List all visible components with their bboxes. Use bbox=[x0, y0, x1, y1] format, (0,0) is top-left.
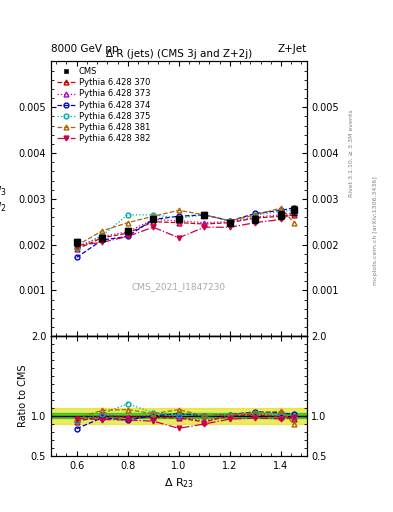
X-axis label: Δ R$_{23}$: Δ R$_{23}$ bbox=[164, 476, 194, 490]
Text: CMS_2021_I1847230: CMS_2021_I1847230 bbox=[132, 282, 226, 291]
Text: Rivet 3.1.10, ≥ 3.3M events: Rivet 3.1.10, ≥ 3.3M events bbox=[349, 110, 354, 198]
Legend: CMS, Pythia 6.428 370, Pythia 6.428 373, Pythia 6.428 374, Pythia 6.428 375, Pyt: CMS, Pythia 6.428 370, Pythia 6.428 373,… bbox=[55, 66, 152, 144]
Text: Z+Jet: Z+Jet bbox=[277, 44, 307, 54]
Y-axis label: $N_3$
$N_2$: $N_3$ $N_2$ bbox=[0, 184, 6, 214]
Title: Δ R (jets) (CMS 3j and Z+2j): Δ R (jets) (CMS 3j and Z+2j) bbox=[106, 49, 252, 59]
Text: mcplots.cern.ch [arXiv:1306.3436]: mcplots.cern.ch [arXiv:1306.3436] bbox=[373, 176, 378, 285]
Y-axis label: Ratio to CMS: Ratio to CMS bbox=[18, 365, 28, 427]
Text: 8000 GeV pp: 8000 GeV pp bbox=[51, 44, 119, 54]
